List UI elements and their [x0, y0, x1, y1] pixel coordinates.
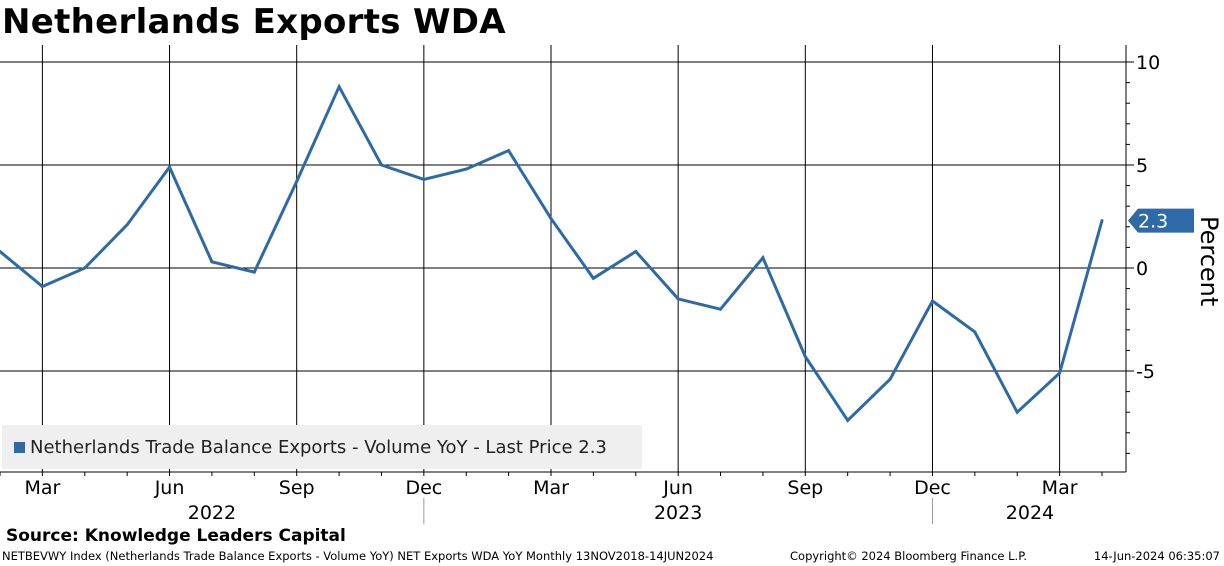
data-point: [719, 307, 723, 311]
data-point: [125, 223, 129, 227]
x-tick-label: Mar: [1042, 477, 1078, 499]
y-tick-label: 10: [1136, 52, 1160, 74]
data-point: [1058, 371, 1062, 375]
data-point: [168, 165, 172, 169]
x-tick-label: Dec: [914, 477, 951, 499]
data-point: [973, 330, 977, 334]
y-tick-label: 0: [1136, 258, 1148, 280]
data-point: [295, 179, 299, 183]
y-tick-label: 5: [1136, 155, 1148, 177]
data-point: [803, 355, 807, 359]
data-point: [464, 167, 468, 171]
data-point: [83, 266, 87, 270]
x-year-label: 2022: [188, 502, 236, 524]
x-tick-label: Sep: [279, 477, 315, 499]
last-price-tag: [1128, 208, 1194, 233]
data-point: [337, 85, 341, 89]
x-year-label: 2023: [654, 502, 702, 524]
x-tick-label: Mar: [24, 477, 60, 499]
x-tick-label: Sep: [787, 477, 823, 499]
data-point: [591, 276, 595, 280]
x-tick-label: Dec: [405, 477, 442, 499]
legend-swatch: [14, 441, 25, 453]
legend-label: Netherlands Trade Balance Exports - Volu…: [30, 436, 607, 458]
data-point: [888, 377, 892, 381]
legend: Netherlands Trade Balance Exports - Volu…: [2, 425, 642, 469]
data-point: [422, 177, 426, 181]
data-point: [761, 256, 765, 260]
data-point: [634, 250, 638, 254]
data-point: [507, 149, 511, 153]
footer-copyright: Copyright© 2024 Bloomberg Finance L.P.: [790, 549, 1027, 563]
data-point: [210, 260, 214, 264]
data-point: [846, 418, 850, 422]
y-axis-label: Percent: [1195, 216, 1223, 306]
data-point: [1015, 410, 1019, 414]
y-tick-label: -5: [1136, 361, 1155, 383]
data-point: [1100, 219, 1104, 223]
footer-timestamp: 14-Jun-2024 06:35:07: [1093, 549, 1220, 563]
chart-title: Netherlands Exports WDA: [2, 2, 506, 42]
source-label: Source: Knowledge Leaders Capital: [6, 526, 346, 546]
footer-index-info: NETBEVWY Index (Netherlands Trade Balanc…: [2, 549, 714, 563]
data-point: [40, 285, 44, 289]
data-point: [379, 163, 383, 167]
data-point: [676, 297, 680, 301]
data-point: [549, 217, 553, 221]
data-point: [0, 250, 2, 254]
x-year-label: 2024: [1006, 502, 1054, 524]
x-tick-label: Mar: [533, 477, 569, 499]
data-point: [930, 299, 934, 303]
x-tick-label: Jun: [662, 477, 693, 499]
x-tick-label: Jun: [154, 477, 185, 499]
data-point: [252, 270, 256, 274]
last-price-label: 2.3: [1138, 211, 1168, 233]
